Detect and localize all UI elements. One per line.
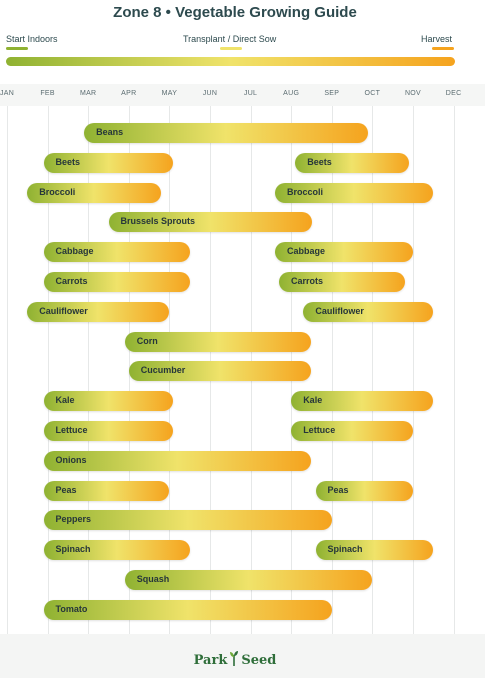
bar-carrots-1: Carrots	[43, 272, 190, 292]
grid-line-jan	[7, 106, 8, 634]
month-label-mar: MAR	[79, 90, 97, 97]
crop-label-cabbage: Cabbage	[55, 246, 94, 257]
bar-peas-1: Peas	[43, 480, 170, 501]
crop-label-beets: Beets	[307, 156, 332, 167]
bar-beets-1: Beets	[43, 152, 174, 173]
grid-line-feb	[47, 106, 49, 634]
month-label-jun: JUN	[202, 90, 218, 97]
month-label-jan: JAN	[0, 90, 15, 97]
chart-title: Zone 8 • Vegetable Growing Guide	[113, 4, 357, 21]
crop-label-onions: Onions	[55, 454, 87, 465]
bar-cauliflower-2: Cauliflower	[303, 301, 434, 322]
bar-spinach-1: Spinach	[43, 540, 190, 561]
legend-gradient-bar	[6, 57, 455, 66]
legend-harvest-label: Harvest	[421, 34, 453, 44]
logo-text-park: Park	[193, 653, 228, 668]
bar-brussels-sprouts: Brussels Sprouts	[108, 212, 312, 233]
bar-cucumber: Cucumber	[128, 361, 312, 382]
crop-label-peas: Peas	[327, 484, 349, 495]
month-label-aug: AUG	[283, 90, 300, 97]
crop-label-cucumber: Cucumber	[140, 365, 186, 376]
bar-kale-2: Kale	[291, 391, 434, 412]
bar-beets-2: Beets	[295, 152, 409, 173]
seedling-icon	[229, 650, 239, 670]
legend-start-indoors-label: Start Indoors	[6, 34, 58, 44]
bar-broccoli-1: Broccoli	[27, 182, 162, 203]
crop-label-peas: Peas	[55, 484, 77, 495]
month-label-apr: APR	[121, 90, 137, 97]
crop-label-spinach: Spinach	[327, 544, 363, 555]
bar-kale-1: Kale	[43, 391, 174, 412]
bar-corn: Corn	[124, 331, 312, 352]
month-axis: JAN FEB MAR APR MAY JUN JUL AUG SEP OCT NOV DEC	[0, 84, 485, 106]
month-label-oct: OCT	[364, 90, 381, 97]
crop-label-carrots: Carrots	[291, 276, 324, 286]
bar-lettuce-1: Lettuce	[43, 421, 174, 441]
bar-peppers: Peppers	[43, 510, 332, 531]
month-label-jul: JUL	[243, 90, 258, 97]
crop-label-spinach: Spinach	[55, 544, 91, 555]
bar-broccoli-2: Broccoli	[274, 182, 434, 203]
bar-spinach-2: Spinach	[315, 540, 434, 561]
bar-tomato: Tomato	[43, 599, 332, 620]
logo-text-seed: Seed	[241, 653, 277, 668]
crop-label-cauliflower: Cauliflower	[315, 305, 364, 316]
month-label-nov: NOV	[404, 90, 422, 97]
grid-line-oct	[372, 106, 374, 634]
legend-transplant-label: Transplant / Direct Sow	[183, 34, 277, 44]
bar-lettuce-2: Lettuce	[291, 421, 413, 441]
crop-label-kale: Kale	[303, 395, 323, 406]
crop-label-kale: Kale	[55, 395, 75, 406]
crop-label-brussels-sprouts: Brussels Sprouts	[120, 216, 196, 227]
bar-peas-2: Peas	[315, 480, 413, 501]
month-label-dec: DEC	[445, 90, 462, 97]
bar-cabbage-1: Cabbage	[43, 242, 190, 263]
park-seed-logo: Park Seed	[0, 650, 470, 670]
legend-harvest-swatch	[432, 47, 454, 50]
bar-cauliflower-1: Cauliflower	[27, 301, 170, 322]
bar-cabbage-2: Cabbage	[274, 242, 413, 263]
crop-label-corn: Corn	[136, 335, 158, 346]
crop-label-tomato: Tomato	[55, 603, 88, 614]
crop-label-lettuce: Lettuce	[303, 425, 336, 435]
legend-transplant-swatch	[220, 47, 242, 50]
grid-line-dec	[453, 106, 455, 634]
crop-label-cauliflower: Cauliflower	[39, 305, 88, 316]
crop-label-beets: Beets	[55, 156, 81, 167]
crop-label-cabbage: Cabbage	[286, 246, 325, 257]
grid-line-sep	[331, 106, 333, 634]
month-label-sep: SEP	[324, 90, 340, 97]
bar-beans: Beans	[84, 123, 369, 143]
grid-line-nov	[413, 106, 414, 634]
crop-label-carrots: Carrots	[55, 276, 88, 286]
footer	[0, 634, 485, 678]
month-label-feb: FEB	[40, 90, 55, 97]
month-label-may: MAY	[161, 90, 178, 97]
crop-label-broccoli: Broccoli	[39, 186, 76, 197]
bar-squash: Squash	[124, 570, 373, 590]
crop-label-lettuce: Lettuce	[55, 425, 88, 435]
bar-carrots-2: Carrots	[279, 272, 405, 292]
crop-label-peppers: Peppers	[55, 514, 92, 525]
crop-label-broccoli: Broccoli	[286, 186, 323, 197]
crop-label-beans: Beans	[96, 127, 124, 137]
crop-label-squash: Squash	[136, 574, 170, 584]
grid-line-mar	[88, 106, 90, 634]
legend-start-indoors-swatch	[6, 47, 28, 50]
bar-onions: Onions	[43, 450, 312, 471]
